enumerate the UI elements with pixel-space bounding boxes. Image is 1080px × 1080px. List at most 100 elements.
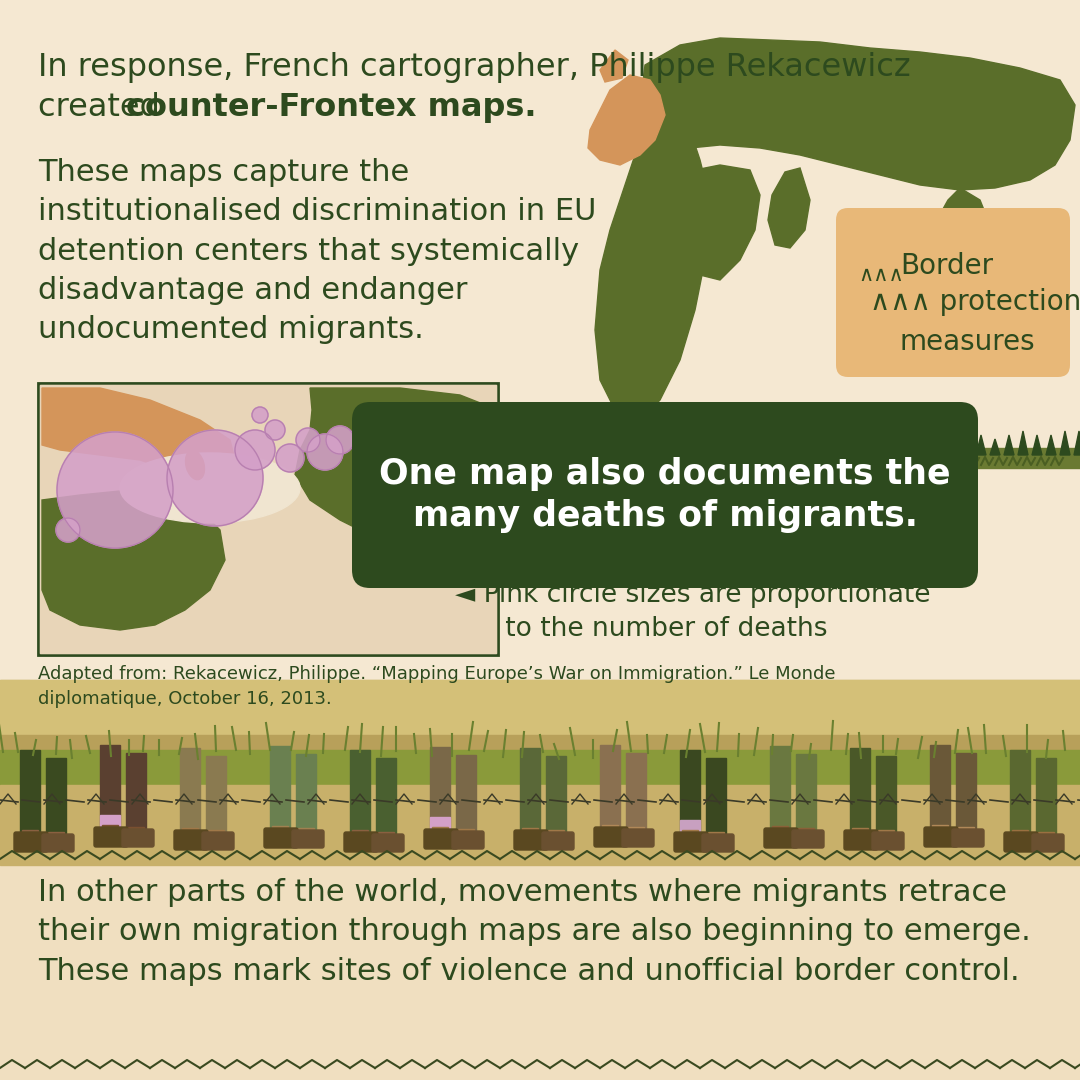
FancyBboxPatch shape (372, 834, 404, 852)
Bar (0, 858, 1080, 861)
Polygon shape (934, 431, 944, 455)
Polygon shape (920, 437, 930, 455)
FancyBboxPatch shape (292, 831, 324, 848)
Bar (930, 745, 950, 835)
Bar (852, 828, 868, 842)
Bar (432, 827, 448, 841)
Bar (22, 831, 38, 843)
Polygon shape (680, 165, 760, 280)
Text: ∧∧∧: ∧∧∧ (858, 265, 904, 285)
Bar (570, 448, 1080, 468)
Polygon shape (990, 427, 1000, 455)
Polygon shape (710, 438, 720, 455)
Bar (376, 758, 396, 840)
FancyBboxPatch shape (1032, 834, 1064, 852)
Polygon shape (738, 433, 748, 455)
Polygon shape (822, 427, 832, 455)
FancyBboxPatch shape (424, 829, 458, 849)
Polygon shape (1059, 435, 1070, 455)
Circle shape (296, 428, 320, 453)
Text: ∧∧∧ protection: ∧∧∧ protection (870, 288, 1080, 316)
FancyBboxPatch shape (38, 383, 498, 654)
Bar (0, 0, 1080, 680)
Bar (208, 831, 224, 842)
Polygon shape (584, 431, 594, 455)
Circle shape (57, 432, 173, 548)
Text: Border: Border (900, 252, 994, 280)
Bar (522, 828, 538, 842)
Polygon shape (780, 435, 789, 455)
FancyBboxPatch shape (924, 827, 958, 847)
Bar (956, 753, 976, 835)
Bar (298, 828, 314, 840)
FancyBboxPatch shape (872, 832, 904, 850)
Polygon shape (570, 437, 580, 455)
Polygon shape (600, 50, 627, 82)
Bar (1036, 758, 1056, 840)
Polygon shape (626, 427, 636, 455)
Polygon shape (669, 433, 678, 455)
FancyBboxPatch shape (1004, 832, 1038, 852)
FancyBboxPatch shape (764, 828, 798, 848)
Polygon shape (962, 437, 972, 455)
Ellipse shape (983, 221, 1017, 239)
FancyBboxPatch shape (14, 832, 48, 852)
Bar (850, 748, 870, 838)
Bar (627, 827, 644, 839)
Bar (708, 832, 724, 843)
Polygon shape (595, 120, 710, 420)
Text: In other parts of the world, movements where migrants retrace
their own migratio: In other parts of the world, movements w… (38, 878, 1030, 986)
Bar (129, 827, 144, 839)
Polygon shape (640, 437, 650, 455)
Polygon shape (295, 388, 498, 548)
Bar (48, 832, 64, 843)
Circle shape (265, 420, 285, 440)
Polygon shape (948, 427, 958, 455)
Bar (296, 754, 316, 836)
Circle shape (167, 430, 264, 526)
Bar (352, 831, 368, 843)
Polygon shape (598, 438, 608, 455)
Bar (548, 831, 564, 842)
Bar (958, 827, 974, 839)
Bar (1010, 750, 1030, 840)
Ellipse shape (1008, 242, 1032, 254)
Polygon shape (878, 431, 888, 455)
Bar (770, 746, 789, 836)
Bar (519, 748, 540, 838)
Polygon shape (794, 427, 804, 455)
Polygon shape (766, 433, 777, 455)
Polygon shape (612, 437, 622, 455)
FancyBboxPatch shape (42, 834, 75, 852)
Circle shape (307, 434, 343, 470)
Bar (40, 384, 496, 653)
Text: Adapted from: Rekacewicz, Philippe. “Mapping Europe’s War on Immigration.” Le Mo: Adapted from: Rekacewicz, Philippe. “Map… (38, 665, 836, 708)
Polygon shape (976, 435, 986, 455)
Circle shape (56, 518, 80, 542)
Bar (0, 750, 1080, 789)
Bar (0, 860, 1080, 1080)
FancyBboxPatch shape (202, 832, 234, 850)
Bar (798, 828, 814, 840)
Ellipse shape (186, 450, 204, 480)
Bar (458, 829, 474, 841)
FancyBboxPatch shape (264, 828, 298, 848)
Polygon shape (681, 437, 692, 455)
FancyBboxPatch shape (594, 827, 627, 847)
Bar (206, 756, 226, 838)
FancyBboxPatch shape (453, 831, 484, 849)
Text: created: created (38, 92, 170, 123)
Polygon shape (638, 38, 1075, 190)
Polygon shape (906, 437, 916, 455)
Bar (681, 831, 698, 843)
FancyBboxPatch shape (514, 831, 548, 850)
Bar (456, 755, 476, 837)
Bar (270, 746, 291, 836)
Bar (430, 816, 450, 835)
FancyBboxPatch shape (542, 832, 573, 850)
Bar (0, 785, 1080, 865)
Bar (350, 750, 370, 840)
Bar (706, 758, 726, 840)
FancyBboxPatch shape (352, 402, 978, 588)
FancyBboxPatch shape (122, 829, 154, 847)
